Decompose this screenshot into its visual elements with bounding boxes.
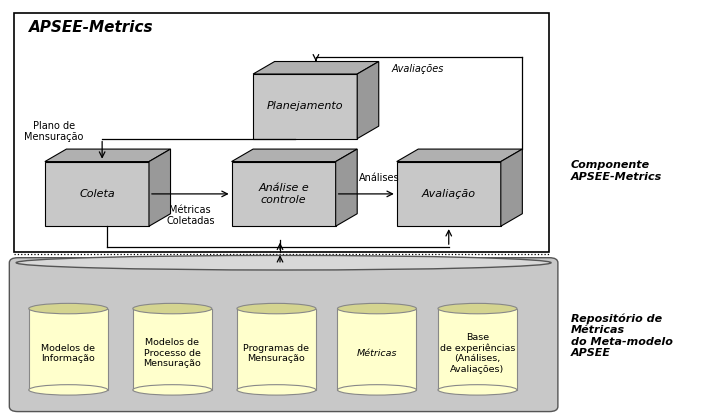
Ellipse shape — [438, 304, 517, 314]
Polygon shape — [45, 149, 171, 161]
Text: Métricas: Métricas — [357, 349, 397, 358]
Text: Modelos de
Processo de
Mensuração: Modelos de Processo de Mensuração — [144, 339, 201, 368]
Polygon shape — [231, 149, 358, 161]
Ellipse shape — [17, 255, 551, 270]
Polygon shape — [358, 62, 379, 139]
Ellipse shape — [133, 384, 212, 395]
FancyBboxPatch shape — [9, 258, 558, 412]
Polygon shape — [45, 161, 149, 226]
Text: Base
de experiências
(Análises,
Avaliações): Base de experiências (Análises, Avaliaçõ… — [440, 333, 515, 374]
Text: Plano de
Mensuração: Plano de Mensuração — [24, 121, 83, 142]
Text: Métricas
Coletadas: Métricas Coletadas — [166, 205, 215, 226]
Polygon shape — [253, 62, 379, 74]
Ellipse shape — [337, 304, 416, 314]
Polygon shape — [337, 309, 416, 390]
Ellipse shape — [438, 384, 517, 395]
Polygon shape — [133, 309, 212, 390]
Ellipse shape — [337, 384, 416, 395]
Polygon shape — [438, 309, 517, 390]
Text: Planejamento: Planejamento — [267, 101, 343, 111]
Ellipse shape — [237, 384, 316, 395]
Polygon shape — [253, 74, 358, 139]
Polygon shape — [231, 161, 336, 226]
Polygon shape — [501, 149, 523, 226]
Text: Modelos de
Informação: Modelos de Informação — [41, 344, 95, 363]
Polygon shape — [396, 161, 501, 226]
Text: Componente
APSEE-Metrics: Componente APSEE-Metrics — [571, 160, 662, 182]
Text: Coleta: Coleta — [79, 189, 115, 199]
FancyBboxPatch shape — [14, 13, 549, 252]
Ellipse shape — [29, 304, 108, 314]
Polygon shape — [149, 149, 171, 226]
Text: Programas de
Mensuração: Programas de Mensuração — [243, 344, 309, 363]
Text: Repositório de
Métricas
do Meta-modelo
APSEE: Repositório de Métricas do Meta-modelo A… — [571, 313, 673, 358]
Polygon shape — [336, 149, 358, 226]
Text: Avaliações: Avaliações — [391, 64, 444, 74]
Text: Análise e
controle: Análise e controle — [258, 183, 309, 205]
Ellipse shape — [133, 304, 212, 314]
Polygon shape — [29, 309, 108, 390]
Polygon shape — [396, 149, 523, 161]
Text: Análises: Análises — [359, 173, 400, 183]
Text: APSEE-Metrics: APSEE-Metrics — [29, 20, 154, 35]
Polygon shape — [237, 309, 316, 390]
Ellipse shape — [29, 384, 108, 395]
Ellipse shape — [237, 304, 316, 314]
Text: Avaliação: Avaliação — [421, 189, 476, 199]
